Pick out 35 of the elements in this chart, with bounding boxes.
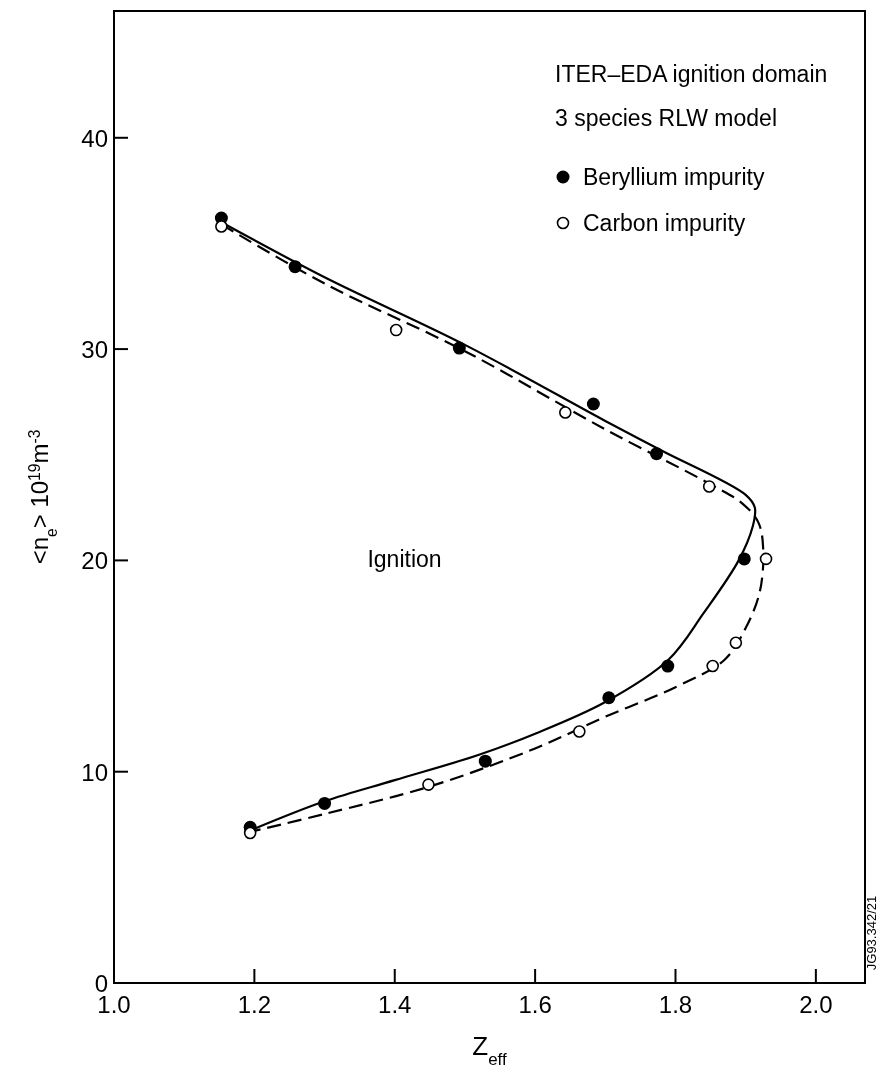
point	[559, 406, 572, 419]
annotation: JG93.342/21	[864, 895, 879, 971]
point	[602, 691, 616, 705]
legend-label: Carbon impurity	[583, 210, 746, 236]
point	[737, 552, 751, 566]
point	[478, 754, 492, 768]
text: 3 species RLW model	[555, 105, 777, 131]
point	[422, 778, 435, 791]
text: ITER–EDA ignition domain	[555, 61, 828, 87]
y-tick-label: 30	[81, 336, 108, 364]
point	[586, 397, 600, 411]
point	[573, 725, 586, 738]
y-tick-label: 40	[81, 124, 108, 152]
point	[650, 447, 664, 461]
y-tick-label: 10	[81, 758, 108, 786]
point	[288, 260, 302, 274]
y-tick-label: 20	[81, 547, 108, 575]
point	[702, 480, 716, 493]
x-tick-label: 1.4	[378, 991, 412, 1018]
x-tick-label: 1.8	[658, 991, 693, 1018]
point	[243, 826, 257, 840]
point	[452, 341, 466, 355]
point	[318, 796, 332, 810]
annotation: Ignition	[367, 546, 442, 572]
point	[389, 323, 403, 337]
x-tick-label: 2.0	[799, 991, 833, 1018]
point	[759, 552, 773, 566]
legend-label: Beryllium impurity	[583, 164, 765, 190]
point	[661, 659, 675, 673]
point	[215, 220, 228, 233]
point	[706, 659, 719, 673]
x-axis-title: Z$_{eff}$	[472, 1031, 507, 1069]
x-tick-label: 1.6	[518, 991, 552, 1018]
x-tick-label: 1.2	[237, 991, 272, 1018]
point	[729, 636, 743, 650]
